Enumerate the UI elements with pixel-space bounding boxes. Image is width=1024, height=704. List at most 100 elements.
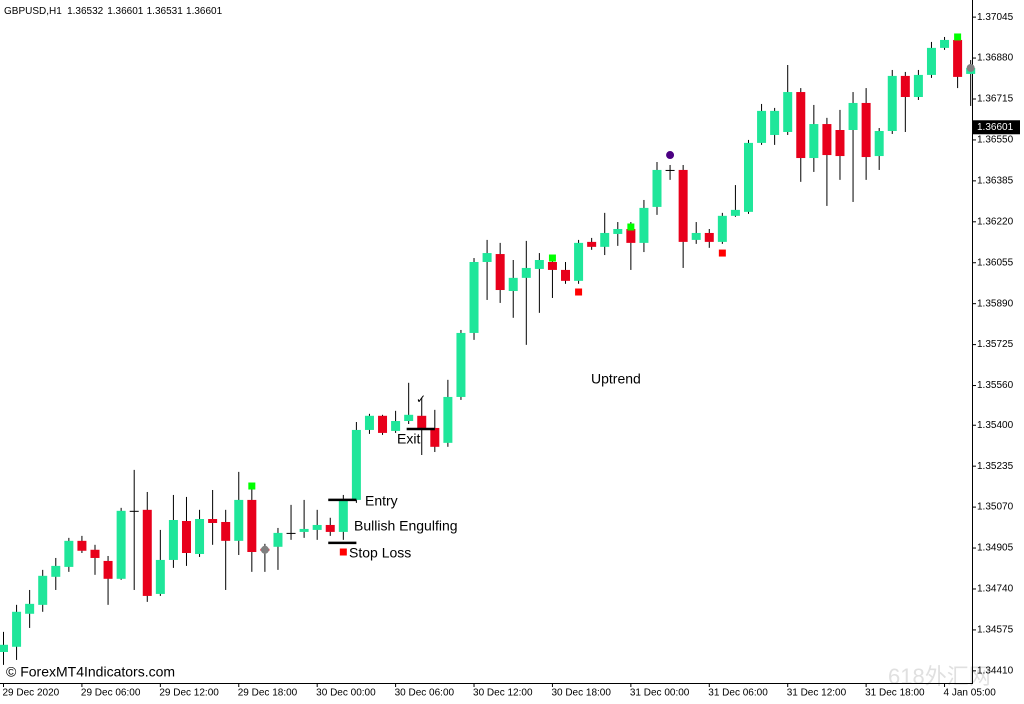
x-tick-label: 4 Jan 05:00 [944,688,997,699]
y-tick-label: 1.35560 [977,380,1014,391]
candle-body [430,427,440,447]
candle-body [299,528,309,532]
candle-body [378,415,388,433]
candle-body [613,228,623,234]
open-price: 1.36532 [67,6,104,17]
check-mark: ✓ [416,392,426,406]
y-tick-label: 1.34905 [977,543,1014,554]
signal-marker [666,151,675,160]
header: GBPUSD,H1 1.36532 1.36601 1.36531 1.36601 [4,6,223,17]
candle-body [913,74,923,98]
candle-body [953,39,963,77]
trend-label: Uptrend [591,371,641,387]
signal-marker [954,33,962,41]
candle-body [730,209,740,216]
symbol: GBPUSD,H1 [4,6,62,17]
exit-label: Exit [397,431,420,447]
x-tick-label: 31 Dec 00:00 [630,688,690,699]
candle-body [443,396,453,443]
candle-body [600,232,610,247]
candle-body [508,277,518,292]
y-tick-label: 1.34410 [977,665,1014,676]
candle-body [103,560,113,579]
x-tick-label: 29 Dec 18:00 [238,688,298,699]
candle-body [940,39,950,48]
candle-body [129,510,139,512]
candle-body [848,102,858,131]
candle-body [900,75,910,98]
x-tick-label: 30 Dec 12:00 [473,688,533,699]
candle-body [286,532,296,534]
y-tick-label: 1.36880 [977,53,1014,64]
candle-body [38,575,48,605]
candle-body [208,519,218,523]
signal-marker [248,482,256,490]
y-tick-label: 1.37045 [977,12,1014,23]
candle-body [155,559,165,594]
candle-body [12,611,22,647]
candle-body [757,110,767,143]
candle-body [338,499,348,532]
candle-body [456,332,466,397]
candle-body [64,540,74,567]
candle-body [234,499,244,541]
y-tick-label: 1.35070 [977,502,1014,513]
candle-body [364,415,374,430]
candle-body [822,124,832,156]
candle-body [652,169,662,207]
y-tick-label: 1.35725 [977,339,1014,350]
candle-body [0,644,8,652]
signal-marker [339,548,347,556]
copyright: © ForexMT4Indicators.com [6,664,175,680]
candle-body [626,228,636,243]
signal-marker [575,288,583,296]
candle-body [835,130,845,157]
x-tick-label: 31 Dec 18:00 [865,688,925,699]
candle-body [273,532,283,547]
candle-body [887,75,897,131]
signal-marker [627,223,635,231]
candle-body [404,414,414,422]
candle-body [469,261,479,333]
y-tick-label: 1.36715 [977,94,1014,105]
candle-body [521,267,531,278]
x-tick-label: 29 Dec 06:00 [81,688,141,699]
candle-body [587,241,597,247]
y-tick-label: 1.36055 [977,257,1014,268]
candle-body [312,524,322,530]
x-tick-label: 29 Dec 2020 [3,688,60,699]
y-tick-label: 1.36385 [977,176,1014,187]
candle-body [77,540,87,551]
candle-body [25,603,35,614]
candle-body [142,509,152,596]
candle-body [809,124,819,159]
candle-body [90,549,100,558]
candle-body [691,232,701,240]
x-tick-label: 30 Dec 06:00 [395,688,455,699]
candle-body [495,254,505,291]
candle-body [195,519,205,554]
signal-marker [966,63,975,72]
candle-body [534,260,544,269]
candle-body [717,215,727,242]
x-tick-label: 30 Dec 00:00 [316,688,376,699]
candle-body [639,207,649,243]
y-tick-label: 1.36550 [977,135,1014,146]
candle-body [678,169,688,242]
candle-body [168,520,178,560]
candle-body [116,510,126,579]
signal-marker [718,249,726,257]
y-tick-label: 1.36220 [977,216,1014,227]
y-tick-label: 1.35235 [977,461,1014,472]
candle-body [351,429,361,500]
candle-body [796,92,806,159]
candle-body [391,421,401,431]
candle-body [221,521,231,541]
low-price: 1.36531 [147,6,184,17]
x-tick-label: 29 Dec 12:00 [159,688,219,699]
high-price: 1.36601 [107,6,144,17]
candle-body [51,565,61,577]
x-tick-label: 31 Dec 12:00 [787,688,847,699]
signal-marker [260,545,269,554]
